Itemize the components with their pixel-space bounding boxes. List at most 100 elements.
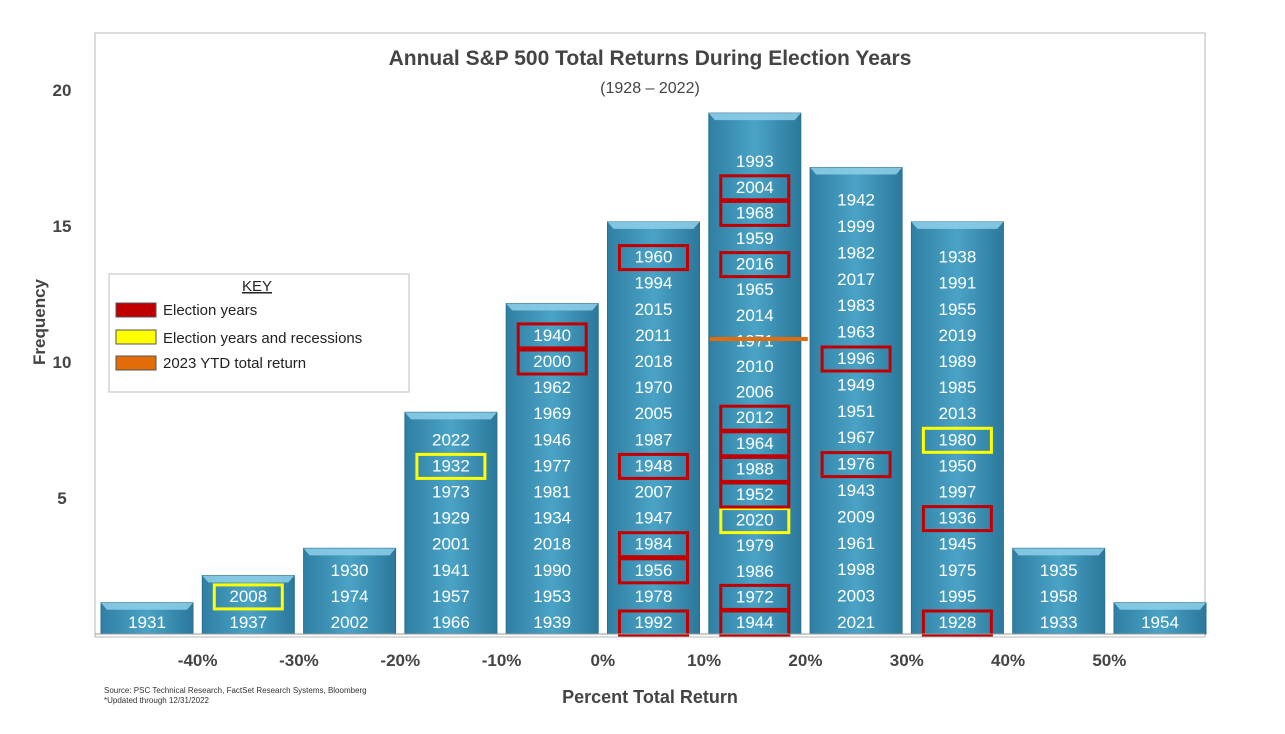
election-year-outline <box>516 348 588 376</box>
x-tick-label: 20% <box>788 651 822 670</box>
year-label: 2019 <box>938 326 976 345</box>
year-label: 1951 <box>837 402 875 421</box>
year-label: 1960 <box>635 248 673 267</box>
election-year-outline <box>719 404 791 432</box>
year-label: 2020 <box>736 511 774 530</box>
year-label: 1956 <box>635 561 673 580</box>
year-label: 2005 <box>635 404 673 423</box>
election-year-outline <box>719 174 791 202</box>
election-year-outline <box>719 199 791 227</box>
year-label: 1995 <box>938 587 976 606</box>
x-tick-label: 10% <box>687 651 721 670</box>
year-label: 1954 <box>1141 613 1179 632</box>
year-label: 1962 <box>533 378 571 397</box>
year-label: 1978 <box>635 587 673 606</box>
year-label: 1953 <box>533 587 571 606</box>
x-tick-label: 40% <box>991 651 1025 670</box>
bar-top-bevel <box>810 167 903 175</box>
year-label: 1928 <box>938 613 976 632</box>
y-tick-label: 10 <box>53 353 72 372</box>
year-label: 1940 <box>533 326 571 345</box>
legend-label-election: Election years <box>163 302 257 319</box>
election-year-outline <box>719 609 791 637</box>
year-labels-layer: 1931 1937 2008 2002 1974 1930 1966 1957 1941 2001… <box>128 152 1179 637</box>
election-year-outline <box>618 244 689 272</box>
y-axis-title: Frequency <box>30 278 49 365</box>
bar-top-bevel <box>1114 602 1206 610</box>
year-label: 2000 <box>533 352 571 371</box>
recession-year-outline <box>719 507 791 535</box>
year-label: 2016 <box>736 255 774 274</box>
year-label: 1958 <box>1040 587 1078 606</box>
legend-label-recession: Election years and recessions <box>163 330 362 347</box>
year-label: 1990 <box>533 561 571 580</box>
election-year-outline <box>820 345 892 373</box>
bar-top-bevel <box>101 602 193 610</box>
legend-label-ytd: 2023 YTD total return <box>163 355 306 372</box>
year-label: 1946 <box>533 430 571 449</box>
year-label: 1999 <box>837 217 875 236</box>
year-label: 1935 <box>1040 561 1078 580</box>
year-label: 1936 <box>938 509 976 528</box>
year-label: 1969 <box>533 404 571 423</box>
x-tick-label: -40% <box>178 651 218 670</box>
year-label: 1934 <box>533 509 571 528</box>
year-label: 2022 <box>432 430 470 449</box>
year-label: 2001 <box>432 535 470 554</box>
year-label: 1989 <box>938 352 976 371</box>
year-label: 1955 <box>938 300 976 319</box>
year-label: 1942 <box>837 191 875 210</box>
year-label: 2013 <box>938 404 976 423</box>
histogram-bar <box>505 303 599 635</box>
election-year-outline <box>719 455 791 483</box>
year-label: 1983 <box>837 296 875 315</box>
year-label: 2010 <box>736 357 774 376</box>
year-label: 1996 <box>837 349 875 368</box>
year-label: 1948 <box>635 456 673 475</box>
year-label: 1950 <box>938 456 976 475</box>
bar-top-bevel <box>404 412 497 420</box>
year-label: 1968 <box>736 203 774 222</box>
year-label: 2017 <box>837 270 875 289</box>
year-label: 1949 <box>837 375 875 394</box>
year-label: 2004 <box>736 178 774 197</box>
year-label: 1930 <box>331 561 369 580</box>
year-label: 1965 <box>736 280 774 299</box>
year-label: 1981 <box>533 483 571 502</box>
x-axis-title: Percent Total Return <box>562 687 738 707</box>
year-label: 2021 <box>837 613 875 632</box>
bar-top-bevel <box>506 303 599 311</box>
year-label: 1973 <box>432 483 470 502</box>
legend-swatch-ytd <box>115 355 157 371</box>
year-label: 1986 <box>736 562 774 581</box>
chart-title: Annual S&P 500 Total Returns During Elec… <box>389 47 912 70</box>
year-label: 1993 <box>736 152 774 171</box>
election-year-outline <box>820 451 892 479</box>
year-label: 1972 <box>736 587 774 606</box>
x-tick-label: -10% <box>482 651 522 670</box>
year-label: 1967 <box>837 428 875 447</box>
bar-top-bevel <box>607 221 700 229</box>
bar-top-bevel <box>303 548 396 556</box>
histogram-bar <box>1012 547 1106 635</box>
year-label: 1963 <box>837 323 875 342</box>
legend-swatch-recession <box>115 329 157 345</box>
year-label: 1952 <box>736 485 774 504</box>
year-label: 1982 <box>837 243 875 262</box>
year-label: 1975 <box>938 561 976 580</box>
year-label: 1943 <box>837 481 875 500</box>
source-line: Source: PSC Technical Research, FactSet … <box>104 686 367 695</box>
year-label: 1941 <box>432 561 470 580</box>
year-label: 1932 <box>432 456 470 475</box>
recession-year-outline <box>415 452 487 480</box>
y-tick-label: 5 <box>57 489 66 508</box>
year-label: 1947 <box>635 509 673 528</box>
year-label: 1984 <box>635 535 673 554</box>
year-label: 2018 <box>533 535 571 554</box>
histogram-bar <box>303 547 397 635</box>
year-label: 1988 <box>736 459 774 478</box>
year-label: 1945 <box>938 535 976 554</box>
year-label: 1933 <box>1040 613 1078 632</box>
election-year-outline <box>921 505 993 533</box>
year-label: 1966 <box>432 613 470 632</box>
